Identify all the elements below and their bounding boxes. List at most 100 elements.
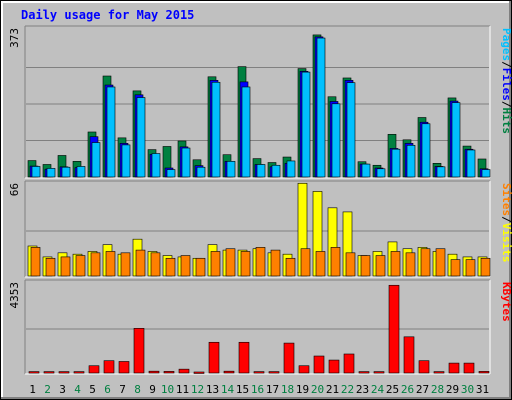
legend: Pages/Files/Hits [500,28,512,134]
bar-sites [285,257,296,277]
y-max-label: 4353 [8,282,21,309]
bar-pages [226,161,236,178]
bar-pages [421,123,431,178]
legend-entry: / [500,216,512,223]
bar-kbytes [43,371,55,374]
x-tick-label: 14 [221,383,235,396]
x-tick-label: 9 [149,383,156,396]
bar-sites [345,252,356,277]
bar-kbytes [268,371,280,374]
x-tick-label: 15 [236,383,249,396]
bar-pages [136,97,146,178]
panel-hits-files-pages: 373 Pages/Files/Hits [8,25,512,179]
bar-kbytes [193,371,205,374]
bar-pages [256,164,266,178]
bar-kbytes [343,353,355,374]
x-tick-label: 19 [296,383,309,396]
x-tick-label: 16 [251,383,264,396]
bar-kbytes [103,360,115,374]
panel-visits-sites: 66 Sites/Visits [8,180,512,278]
bar-sites [30,247,41,277]
bar-kbytes [28,371,40,374]
bar-kbytes [328,359,340,374]
bar-pages [361,163,371,178]
bar-kbytes [73,371,85,374]
x-tick-label: 8 [134,383,141,396]
bar-kbytes [463,362,475,374]
bar-sites [135,249,146,277]
bar-pages [46,168,56,178]
legend-entry: / [500,61,512,68]
legend: KBytes [500,282,512,322]
x-tick-label: 5 [89,383,96,396]
bar-kbytes [253,371,265,374]
bar-pages [121,144,131,178]
bar-kbytes [223,370,235,374]
bar-pages [196,166,206,178]
x-tick-label: 17 [266,383,279,396]
bar-kbytes [58,371,70,374]
x-tick-label: 3 [59,383,66,396]
bar-pages [211,81,221,178]
legend-entry: Hits [500,108,512,135]
bar-pages [241,86,251,178]
y-max-label: 373 [8,28,21,48]
bar-kbytes [298,365,310,374]
x-tick-label: 31 [476,383,489,396]
bar-kbytes [388,284,400,374]
x-tick-label: 24 [371,383,385,396]
bar-kbytes [178,368,190,374]
bar-pages [181,147,191,178]
bar-sites [105,251,116,277]
bar-sites [420,248,431,277]
bar-sites [315,251,326,277]
x-tick-label: 21 [326,383,339,396]
bar-pages [391,148,401,178]
bar-pages [61,166,71,178]
x-tick-label: 6 [104,383,111,396]
bar-kbytes [118,361,130,374]
bar-kbytes [208,341,220,374]
bar-pages [406,144,416,178]
bar-sites [360,255,371,277]
bar-pages [91,142,101,178]
bar-kbytes [133,328,145,374]
x-tick-label: 22 [341,383,354,396]
x-tick-label: 13 [206,383,219,396]
bar-sites [300,248,311,277]
x-tick-label: 25 [386,383,399,396]
bar-pages [466,149,476,178]
bar-kbytes [358,371,370,374]
bar-kbytes [418,360,430,374]
bar-sites [210,251,221,277]
x-tick-label: 26 [401,383,414,396]
bar-sites [90,252,101,277]
bar-kbytes [283,342,295,374]
bar-pages [346,82,356,178]
bar-pages [106,86,116,178]
bar-pages [151,153,161,178]
bar-sites [465,259,476,277]
x-tick-label: 23 [356,383,369,396]
chart-title: Daily usage for May 2015 [21,8,195,22]
bar-sites [150,252,161,277]
x-tick-label: 4 [74,383,81,396]
bar-kbytes [313,355,325,374]
bar-pages [316,37,326,178]
bar-sites [450,259,461,277]
bar-pages [271,164,281,178]
bar-sites [390,251,401,277]
bar-kbytes [163,371,175,374]
x-tick-label: 11 [176,383,189,396]
legend-entry: Files [500,68,512,101]
bar-sites [255,247,266,277]
x-tick-label: 10 [161,383,174,396]
bar-pages [301,71,311,178]
x-tick-label: 30 [461,383,474,396]
bar-sites [240,251,251,277]
x-tick-label: 7 [119,383,126,396]
bar-sites [180,255,191,277]
legend-entry: Visits [500,223,512,263]
bar-sites [45,257,56,277]
bar-sites [165,257,176,277]
